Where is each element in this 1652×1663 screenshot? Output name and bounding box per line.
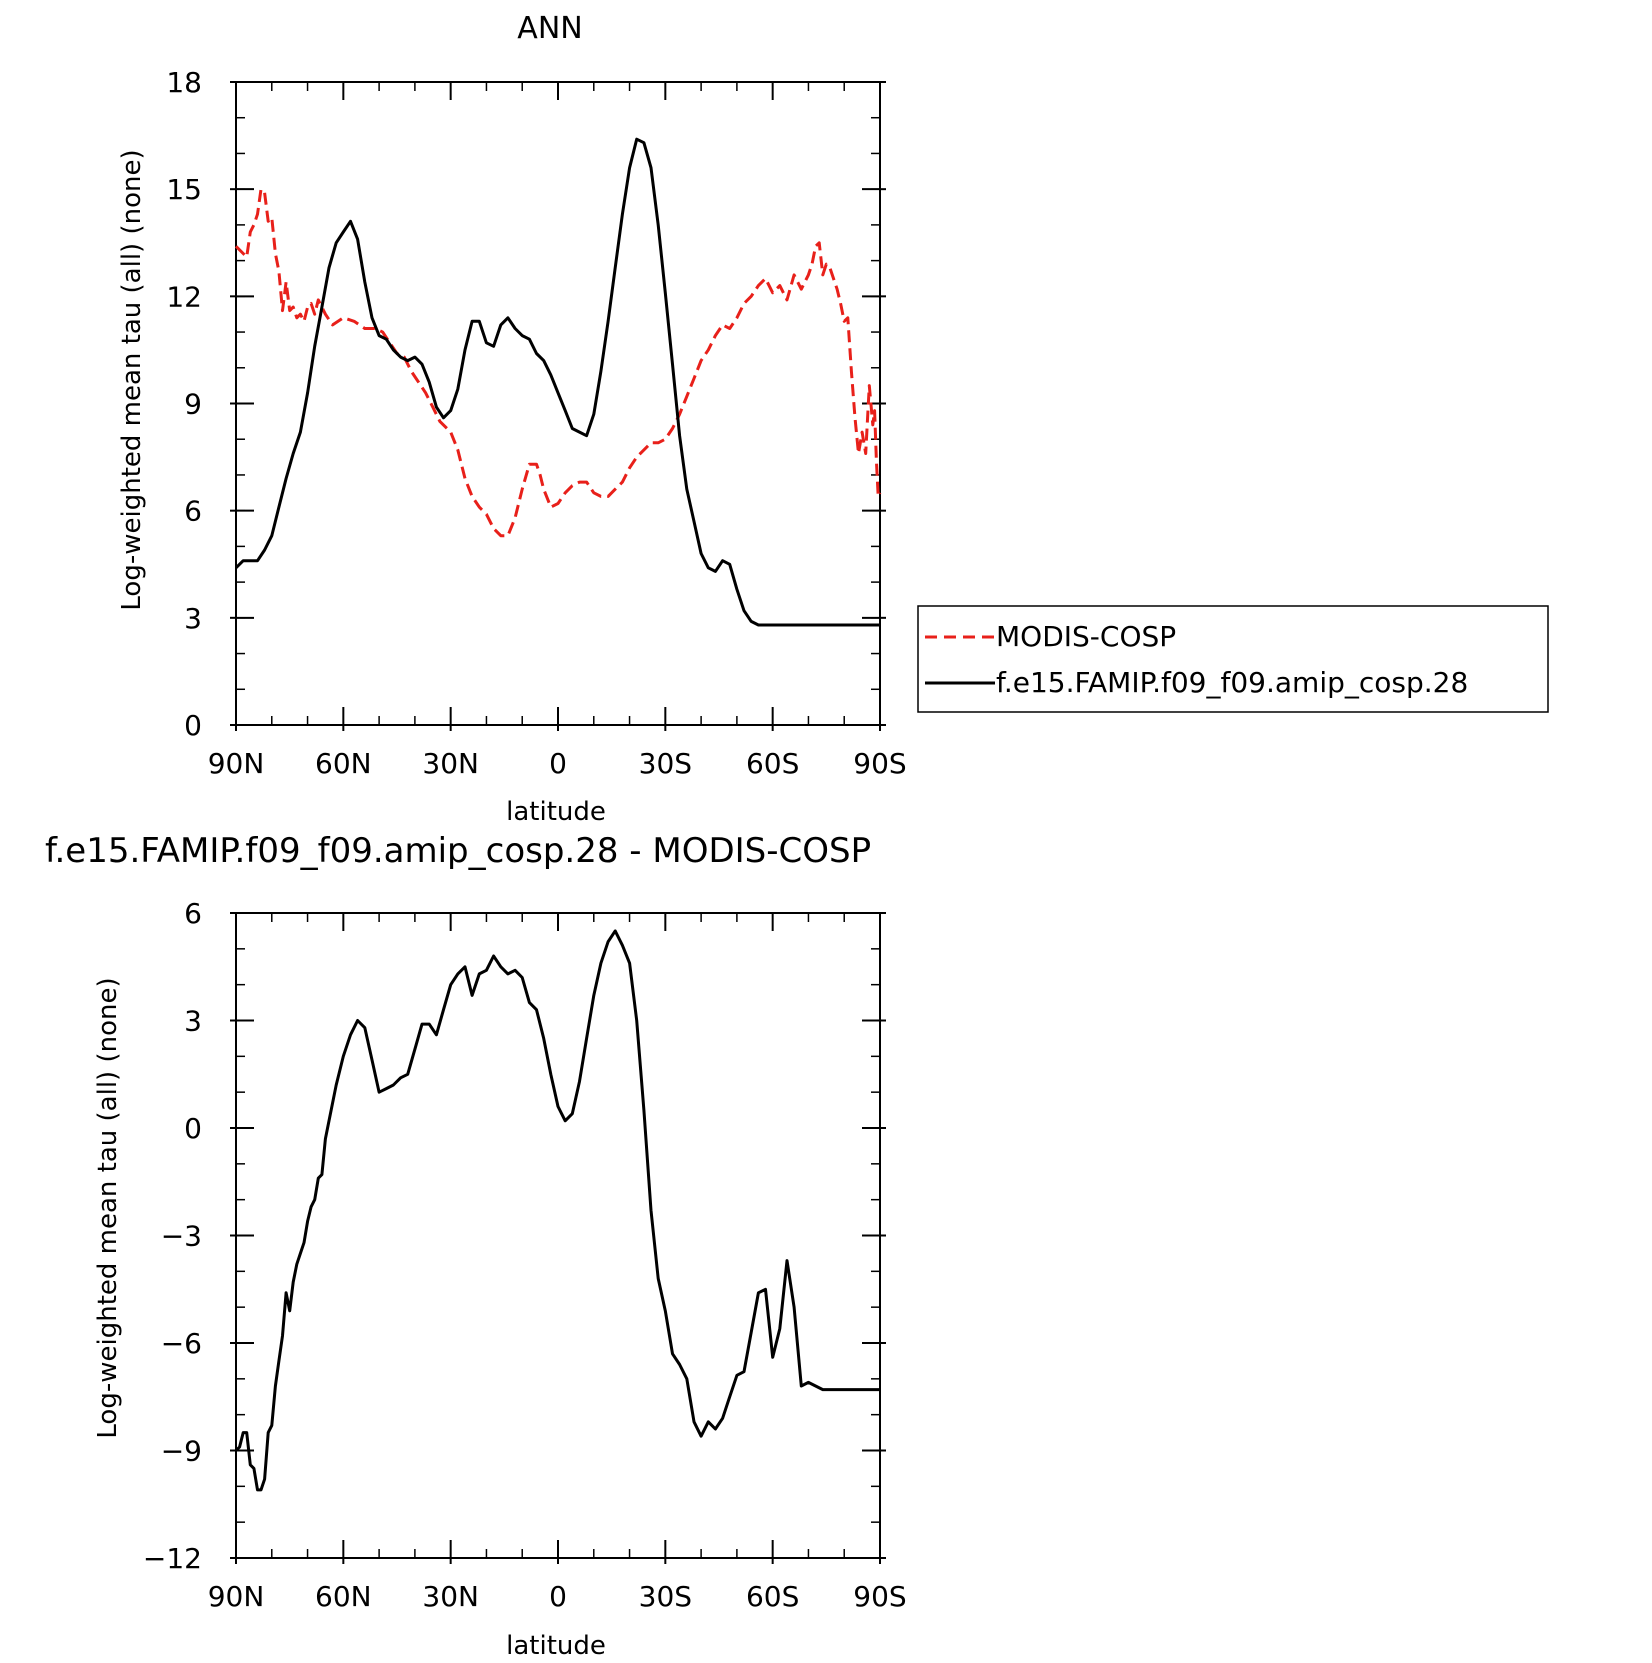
top-panel: ANN Log-weighted mean tau (all) (none) l… <box>117 11 907 827</box>
y-tick-label: 18 <box>166 66 202 99</box>
x-tick-label: 90N <box>208 1580 265 1613</box>
y-tick-label: 6 <box>184 495 202 528</box>
bottom-panel-axes: 90N 60N 30N 0 30S 60S 90S −12 −9 −6 −3 0 3 6 <box>143 897 907 1613</box>
legend: MODIS-COSP f.e15.FAMIP.f09_f09.amip_cosp… <box>917 605 1549 713</box>
bottom-panel-title: f.e15.FAMIP.f09_f09.amip_cosp.28 - MODIS… <box>45 831 871 871</box>
y-tick-label: 3 <box>184 602 202 635</box>
x-tick-label: 60N <box>315 747 372 780</box>
top-panel-title: ANN <box>517 11 582 46</box>
y-tick-label: −6 <box>161 1327 202 1360</box>
bottom-panel-ylabel: Log-weighted mean tau (all) (none) <box>93 977 123 1438</box>
top-panel-axes: 90N 60N 30N 0 30S 60S 90S 0 3 6 9 12 15 18 <box>166 66 906 780</box>
x-tick-label: 30S <box>639 1580 692 1613</box>
legend-label-model: f.e15.FAMIP.f09_f09.amip_cosp.28 <box>996 666 1468 699</box>
top-panel-ylabel: Log-weighted mean tau (all) (none) <box>117 149 147 610</box>
x-tick-label: 60S <box>746 1580 799 1613</box>
x-tick-label: 90S <box>853 747 906 780</box>
bottom-panel: f.e15.FAMIP.f09_f09.amip_cosp.28 - MODIS… <box>45 831 907 1661</box>
y-tick-label: 0 <box>184 1112 202 1145</box>
bottom-panel-xlabel: latitude <box>506 1631 606 1661</box>
y-tick-label: −12 <box>143 1542 202 1575</box>
y-tick-label: −3 <box>161 1220 202 1253</box>
x-tick-label: 0 <box>549 747 567 780</box>
x-tick-label: 30S <box>639 747 692 780</box>
x-tick-label: 60S <box>746 747 799 780</box>
legend-box <box>917 605 1549 713</box>
series-line-model <box>234 137 880 627</box>
series-line-modis-cosp <box>234 187 882 538</box>
x-tick-label: 60N <box>315 1580 372 1613</box>
plot-frame <box>235 81 881 726</box>
legend-label-modis: MODIS-COSP <box>996 620 1176 653</box>
y-tick-label: 15 <box>166 173 202 206</box>
y-tick-label: 3 <box>184 1005 202 1038</box>
x-tick-label: 90N <box>208 747 265 780</box>
y-tick-label: 9 <box>184 388 202 421</box>
x-tick-label: 0 <box>549 1580 567 1613</box>
y-tick-label: 12 <box>166 280 202 313</box>
top-panel-xlabel: latitude <box>506 797 606 827</box>
series-line-difference <box>234 929 880 1492</box>
y-tick-label: 0 <box>184 709 202 742</box>
x-tick-label: 90S <box>853 1580 906 1613</box>
x-tick-label: 30N <box>422 1580 479 1613</box>
x-tick-label: 30N <box>422 747 479 780</box>
y-tick-label: 6 <box>184 897 202 930</box>
top-panel-series <box>234 137 882 627</box>
y-tick-label: −9 <box>161 1435 202 1468</box>
plot-frame <box>235 912 881 1559</box>
bottom-panel-series <box>234 929 880 1492</box>
